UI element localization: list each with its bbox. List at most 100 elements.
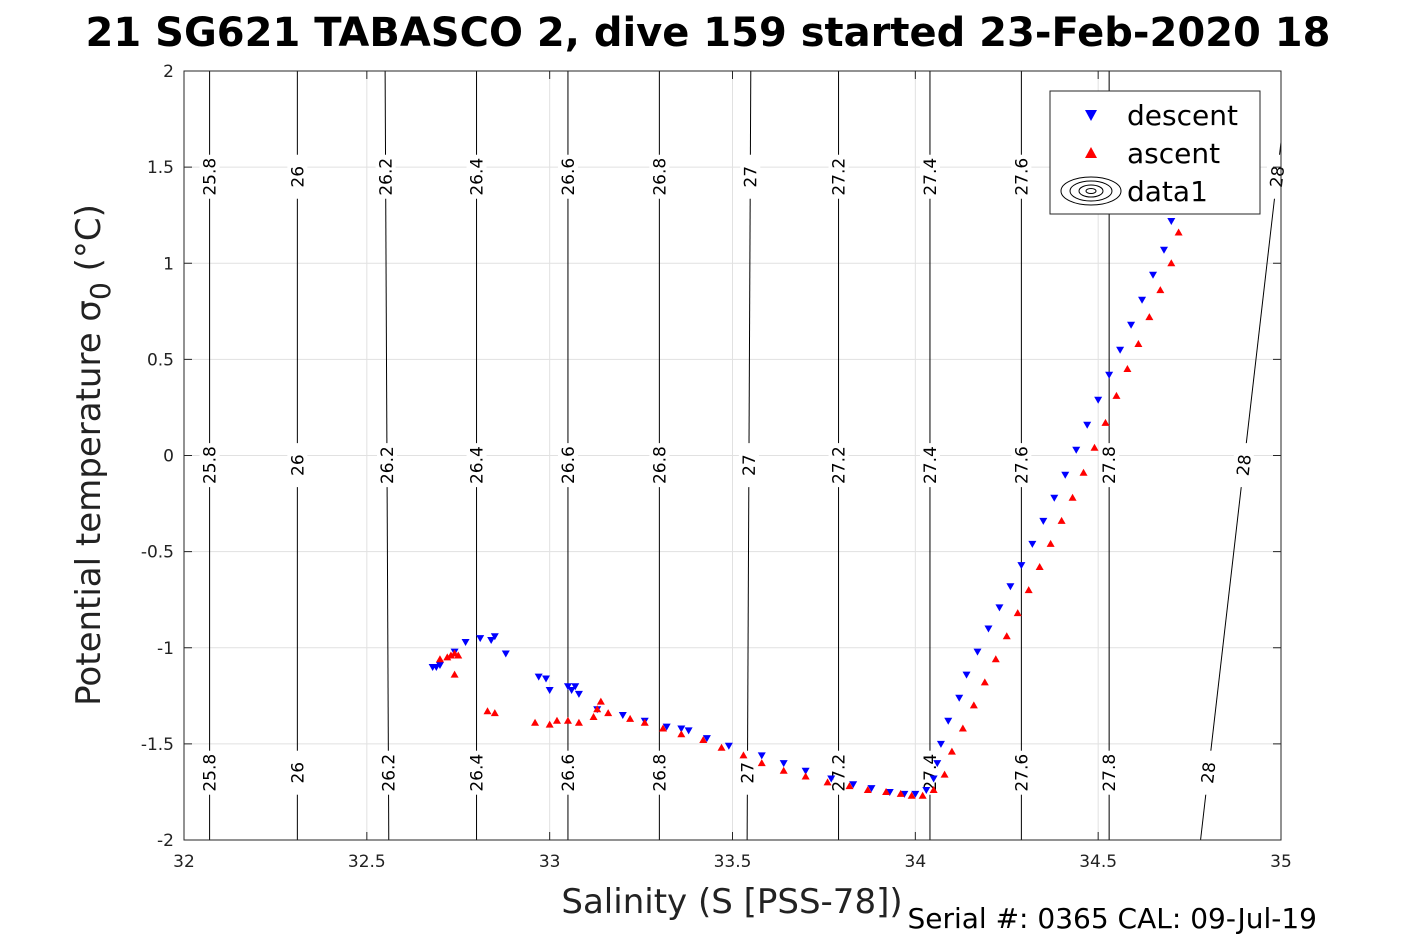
descent-point [542,675,551,683]
descent-point [567,687,576,695]
descent-point [1006,583,1015,591]
ascent-point [699,736,708,744]
ascent-point [1046,539,1055,547]
ascent-point [531,718,540,726]
isopycnal-label: 27 [740,454,760,476]
descent-point [1127,321,1136,329]
legend-descent-marker [1085,110,1097,121]
y-tick-label: 1.5 [147,158,174,178]
y-tick-label: 1 [163,254,174,274]
ascent-point [574,718,583,726]
descent-point [885,788,894,796]
descent-point [933,760,942,768]
ascent-point [659,724,668,732]
serial-cal-footer: Serial #: 0365 CAL: 09-Jul-19 [907,902,1317,935]
isopycnal-label: 26.8 [650,754,670,792]
descent-point [779,760,788,768]
isopycnal-label-bg [466,443,487,488]
isopycnal-label: 26.8 [650,158,670,196]
isopycnal-line [1200,142,1282,841]
descent-point [867,785,876,793]
isopycnal-label-bg [557,443,578,488]
isopycnal-label: 27.4 [921,158,941,196]
descent-point [574,690,583,698]
isopycnal-label: 27.2 [830,158,850,196]
ascent-point [604,709,613,717]
y-axis-ticks: -2 -1.5 -1 -0.5 0 0.5 1 1.5 2 [141,62,1281,851]
ascent-point [454,651,463,659]
chart-title: 21 SG621 TABASCO 2, dive 159 started 23-… [86,10,1331,56]
ascent-point [757,759,766,767]
isopycnal-label-bg [1011,154,1032,199]
ascent-point [1024,586,1033,594]
ascent-point [552,716,561,724]
isopycnal-label: 27.8 [1100,446,1120,484]
descent-point [929,775,938,783]
descent-point [757,752,766,760]
descent-point [571,683,580,691]
isopycnal-label-bg [738,443,759,488]
isopycnal-label: 26.4 [468,754,488,792]
descent-point [911,790,920,798]
ascent-point [940,770,949,778]
isopycnal-label: 27.6 [1012,158,1032,196]
legend-contour-icon [1060,176,1122,206]
isopycnal-label-bg [1011,750,1032,795]
ascent-point [823,778,832,786]
x-tick-label: 33.5 [714,852,752,872]
x-tick-label: 32 [173,852,195,872]
descent-point [1105,371,1114,379]
isopycnal-label: 25.8 [201,446,221,484]
descent-point [1159,246,1168,254]
ascent-point [947,747,956,755]
descent-point [962,671,971,679]
descent-point [662,723,671,731]
ascent-point [1134,339,1143,347]
descent-point [618,712,627,720]
descent-point [1149,271,1158,279]
isopycnal-label-bg [737,750,758,795]
descent-point [1138,296,1147,304]
descent-point [534,673,543,681]
descent-point [461,638,470,646]
isopycnal-label-bg [375,154,396,199]
ascent-point [907,791,916,799]
isopycnal-label: 26.2 [378,446,398,484]
isopycnal-label: 26.2 [377,158,397,196]
descent-point [501,650,510,658]
ascent-point [483,707,492,715]
isopycnal-label-bg [376,443,397,488]
isopycnal-label-bg [287,443,308,488]
ascent-point [677,730,686,738]
ascent-point [563,716,572,724]
isopycnal-label-bg [466,750,487,795]
isopycnal-label-bg [1267,154,1288,199]
isopycnal-label: 25.8 [201,158,221,196]
descent-point [1116,346,1125,354]
isopycnal-label-bg [199,443,220,488]
ascent-point [1035,563,1044,571]
isopycnal-label: 27.8 [1100,754,1120,792]
ascent-point [1057,516,1066,524]
isopycnal-label-bg [1011,443,1032,488]
isopycnal-label-bg [649,154,670,199]
legend-box [1049,90,1261,215]
y-tick-label: 0 [163,447,174,467]
descent-point [922,787,931,795]
ascent-point [626,714,635,722]
y-axis-label-main: Potential temperature σ [69,300,109,706]
legend-ascent-marker [1085,147,1097,158]
descent-series [428,217,1176,798]
descent-point [490,633,499,641]
isopycnal-label-bg [649,750,670,795]
legend-descent-label: descent [1127,99,1238,132]
ascent-point [593,705,602,713]
isopycnal-label: 26.4 [468,158,488,196]
descent-point [476,635,485,643]
ascent-point [1068,493,1077,501]
ascent-point [918,791,927,799]
isopycnal-label: 27 [738,762,758,784]
isopycnal-label: 27.4 [921,446,941,484]
isopycnal-label-bg [199,154,220,199]
ascent-point [739,751,748,759]
